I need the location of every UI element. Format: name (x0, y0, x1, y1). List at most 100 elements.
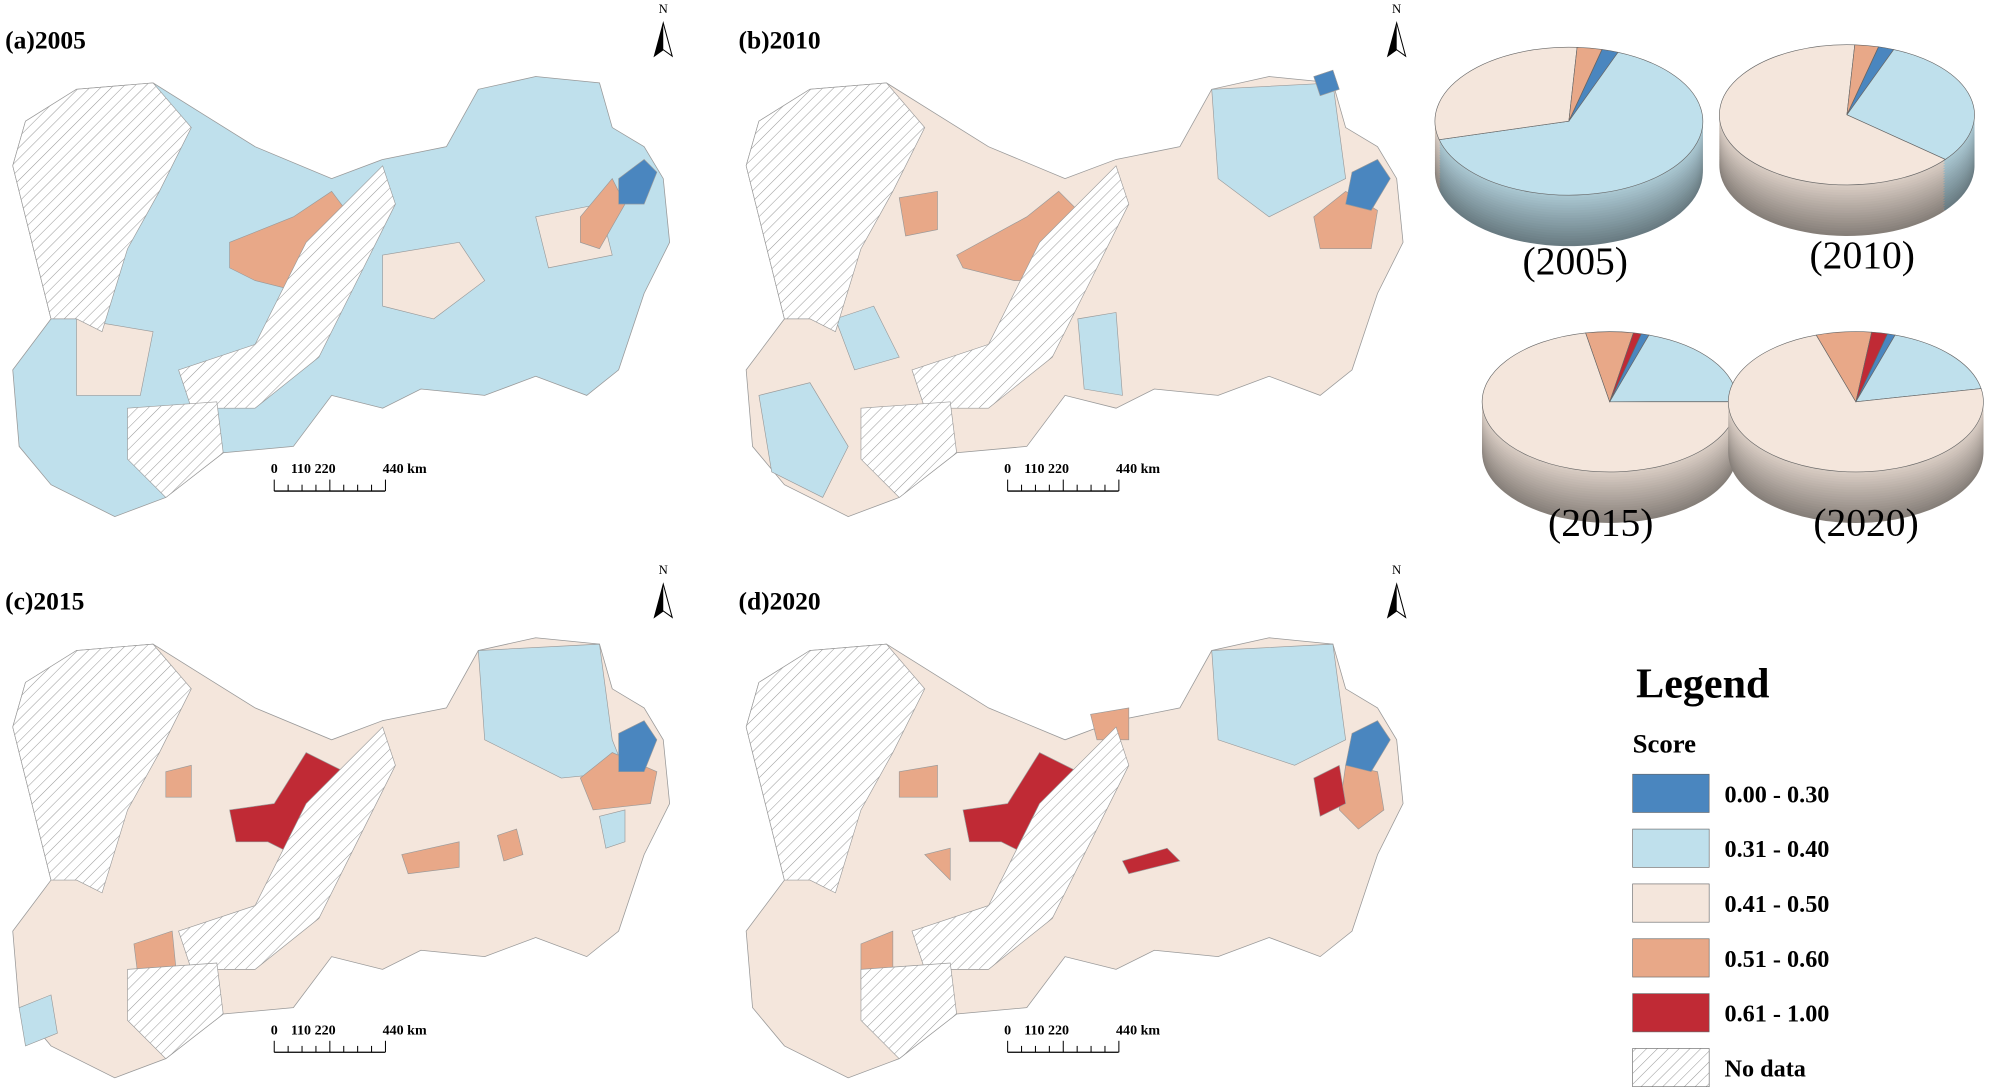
pie-slice (1719, 44, 1946, 186)
scale-label: 110 220 (291, 1022, 336, 1038)
pie-slice (1434, 46, 1578, 141)
legend-swatch-no-data (1632, 1048, 1710, 1087)
north-arrow-fill (654, 22, 664, 57)
region (401, 841, 460, 875)
region (382, 241, 486, 320)
region (1090, 707, 1130, 741)
scale-label: 110 220 (1024, 1022, 1069, 1038)
no-data-region (12, 643, 192, 894)
no-data-region (127, 962, 224, 1060)
legend: Legend Score 0.00 - 0.30 0.31 - 0.40 0.41 - … (1632, 661, 1829, 1087)
legend-label: 0.51 - 0.60 (1724, 946, 1829, 973)
region (1313, 69, 1340, 97)
scale-label: 0 (271, 1022, 278, 1038)
scale-label: 440 km (1116, 1022, 1160, 1038)
pie-label: (2020) (1813, 501, 1918, 545)
map-title: (a)2005 (5, 25, 86, 54)
legend-swatch (1632, 773, 1710, 813)
pie-slice (1846, 46, 1879, 115)
no-data-region (745, 82, 926, 333)
pie-slice (1846, 49, 1975, 160)
legend-swatch (1632, 938, 1710, 978)
legend-title: Legend (1636, 661, 1769, 708)
legend-label: No data (1724, 1056, 1805, 1083)
north-label: N (659, 563, 668, 577)
region (165, 764, 192, 798)
north-label: N (1392, 2, 1401, 16)
region (1121, 847, 1181, 875)
north-label: N (1392, 563, 1401, 577)
region (618, 720, 658, 772)
legend-subtitle: Score (1633, 729, 1697, 759)
map (745, 69, 1404, 517)
legend-label: 0.31 - 0.40 (1724, 836, 1829, 863)
pie-chart: (2010) (1719, 44, 1975, 277)
north-label: N (659, 2, 668, 16)
map-panel: (c)2015 N 0 110 220 440 km (5, 563, 674, 1079)
pie-label: (2015) (1548, 501, 1653, 545)
pie-chart: (2020) (1727, 331, 1984, 545)
north-arrow-fill (1387, 22, 1397, 57)
legend-swatch (1632, 828, 1710, 868)
pie-slice (1855, 331, 1888, 402)
figure-content: (a)2005 N 0 110 220 440 km (b)2010 N 0 110 220 44… (5, 2, 1984, 1087)
region (835, 305, 900, 371)
scale-label: 440 km (383, 1022, 427, 1038)
legend-label: 0.61 - 1.00 (1724, 1001, 1829, 1028)
region (580, 177, 626, 250)
no-data-region (860, 962, 957, 1060)
pie-slice (1438, 51, 1704, 196)
no-data-region (860, 401, 957, 498)
scale-label: 110 220 (1024, 461, 1069, 477)
pie-slice (1855, 334, 1982, 403)
region (898, 190, 938, 237)
region (1077, 312, 1123, 396)
no-data-region (12, 82, 192, 333)
region (599, 809, 626, 849)
scale-label: 0 (271, 461, 278, 477)
region (76, 318, 154, 396)
scale-label: 440 km (1116, 461, 1160, 477)
map-title: (c)2015 (5, 587, 84, 616)
no-data-region (745, 643, 926, 894)
scale-label: 0 (1004, 461, 1011, 477)
map-panel: (b)2010 N 0 110 220 440 km (739, 2, 1407, 517)
map (745, 637, 1404, 1079)
map-panel: (a)2005 N 0 110 220 440 km (5, 2, 674, 517)
map-title: (d)2020 (739, 587, 821, 616)
map (12, 76, 671, 517)
legend-swatch (1632, 883, 1710, 923)
region (898, 764, 938, 798)
region (1345, 720, 1391, 773)
region (1211, 643, 1346, 766)
map (12, 637, 671, 1079)
scale-label: 440 km (383, 461, 427, 477)
region (924, 847, 951, 881)
region (618, 159, 658, 205)
legend-swatch (1632, 993, 1710, 1033)
no-data-region (911, 726, 1130, 970)
region (1345, 159, 1391, 211)
map-title: (b)2010 (739, 25, 821, 54)
pie-label: (2010) (1810, 233, 1915, 277)
legend-label: 0.41 - 0.50 (1724, 891, 1829, 918)
pie-chart: (2005) (1434, 46, 1704, 283)
map-panel: (d)2020 N 0 110 220 440 km (739, 563, 1407, 1079)
scale-label: 0 (1004, 1022, 1011, 1038)
region (1211, 82, 1346, 218)
pie-slice (1609, 332, 1642, 402)
pie-chart: (2015) (1481, 331, 1738, 545)
no-data-region (127, 401, 224, 498)
no-data-region (178, 165, 396, 409)
region (18, 994, 58, 1047)
scale-label: 110 220 (291, 461, 336, 477)
region (1313, 764, 1347, 817)
region (497, 828, 524, 862)
legend-label: 0.00 - 0.30 (1724, 781, 1829, 808)
pie-label: (2005) (1523, 239, 1628, 283)
pie-slice (1727, 334, 1984, 473)
no-data-region (911, 165, 1130, 409)
region (758, 382, 849, 498)
no-data-region (178, 726, 396, 970)
